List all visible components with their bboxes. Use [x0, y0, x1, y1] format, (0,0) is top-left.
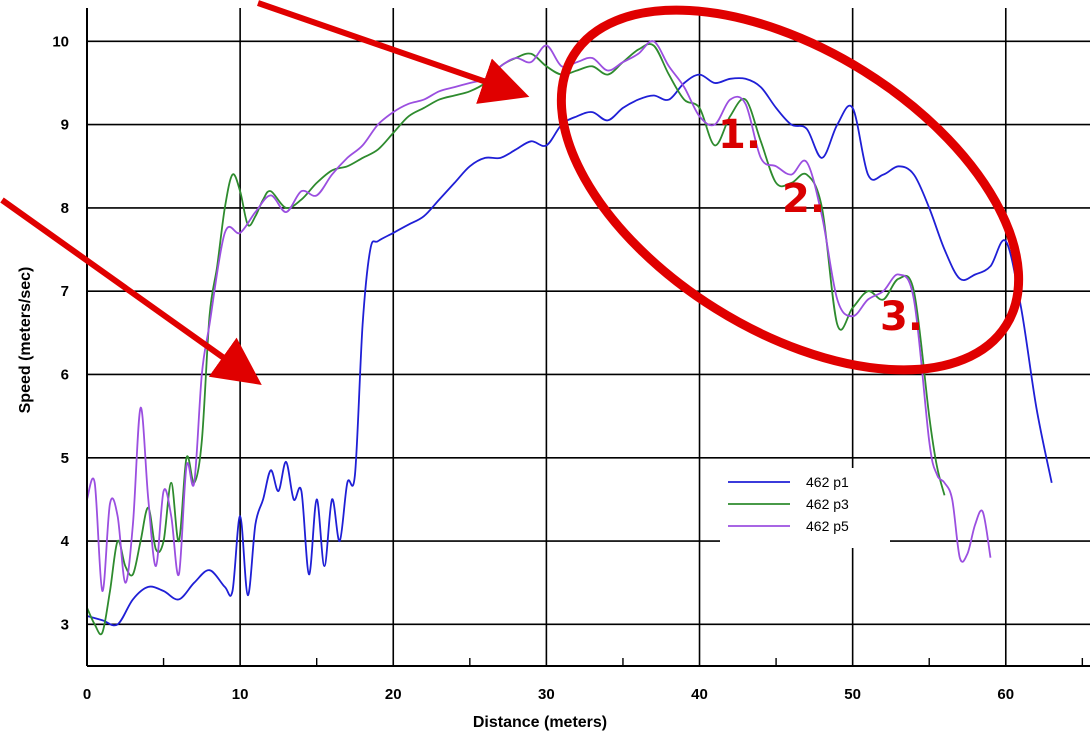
- x-tick-label: 10: [232, 686, 249, 703]
- y-tick-label: 3: [61, 616, 69, 633]
- x-axis-title: Distance (meters): [473, 714, 607, 731]
- legend: 462 p1 462 p3 462 p5: [720, 468, 890, 548]
- y-tick-label: 9: [61, 117, 69, 134]
- annotation-label-2: 2.: [782, 176, 825, 222]
- x-tick-label: 60: [997, 686, 1014, 703]
- x-tick-label: 50: [844, 686, 861, 703]
- y-axis-title: Speed (meters/sec): [17, 267, 34, 414]
- series-line-1: [87, 73, 1053, 627]
- y-tick-label: 10: [52, 33, 69, 50]
- y-tick-label: 7: [61, 283, 69, 300]
- annotation-label-3: 3.: [880, 294, 923, 340]
- grid: [86, 8, 1090, 666]
- legend-entry: 462 p3: [806, 496, 849, 512]
- x-tick-label: 0: [83, 686, 91, 703]
- annotation-label-1: 1.: [718, 112, 761, 158]
- tick-labels: 0 10 20 30 40 50 60 3 4 5 6 7 8 9 10: [52, 33, 1014, 703]
- legend-entry: 462 p5: [806, 518, 849, 534]
- x-tick-label: 40: [691, 686, 708, 703]
- annotation-arrow-lower: [0, 197, 262, 385]
- y-tick-label: 4: [61, 533, 70, 550]
- annotations: 1. 2. 3.: [0, 0, 1024, 385]
- series-line-2: [87, 43, 946, 636]
- y-tick-label: 5: [61, 450, 69, 467]
- annotation-ellipse: [556, 5, 1024, 375]
- legend-entry: 462 p1: [806, 474, 849, 490]
- y-tick-label: 6: [61, 366, 69, 383]
- x-tick-label: 30: [538, 686, 555, 703]
- y-tick-label: 8: [61, 200, 69, 217]
- axes: [86, 8, 1090, 667]
- annotation-arrow-upper: [257, 0, 530, 104]
- x-tick-label: 20: [385, 686, 402, 703]
